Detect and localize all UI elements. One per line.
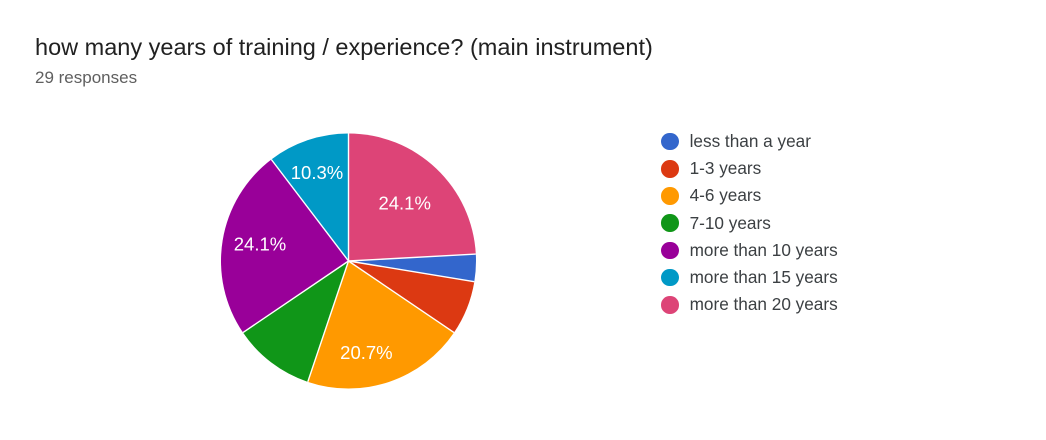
svg-text:20.7%: 20.7% bbox=[340, 342, 392, 363]
svg-text:24.1%: 24.1% bbox=[378, 193, 430, 214]
svg-text:10.3%: 10.3% bbox=[291, 162, 343, 183]
svg-text:24.1%: 24.1% bbox=[234, 233, 286, 254]
